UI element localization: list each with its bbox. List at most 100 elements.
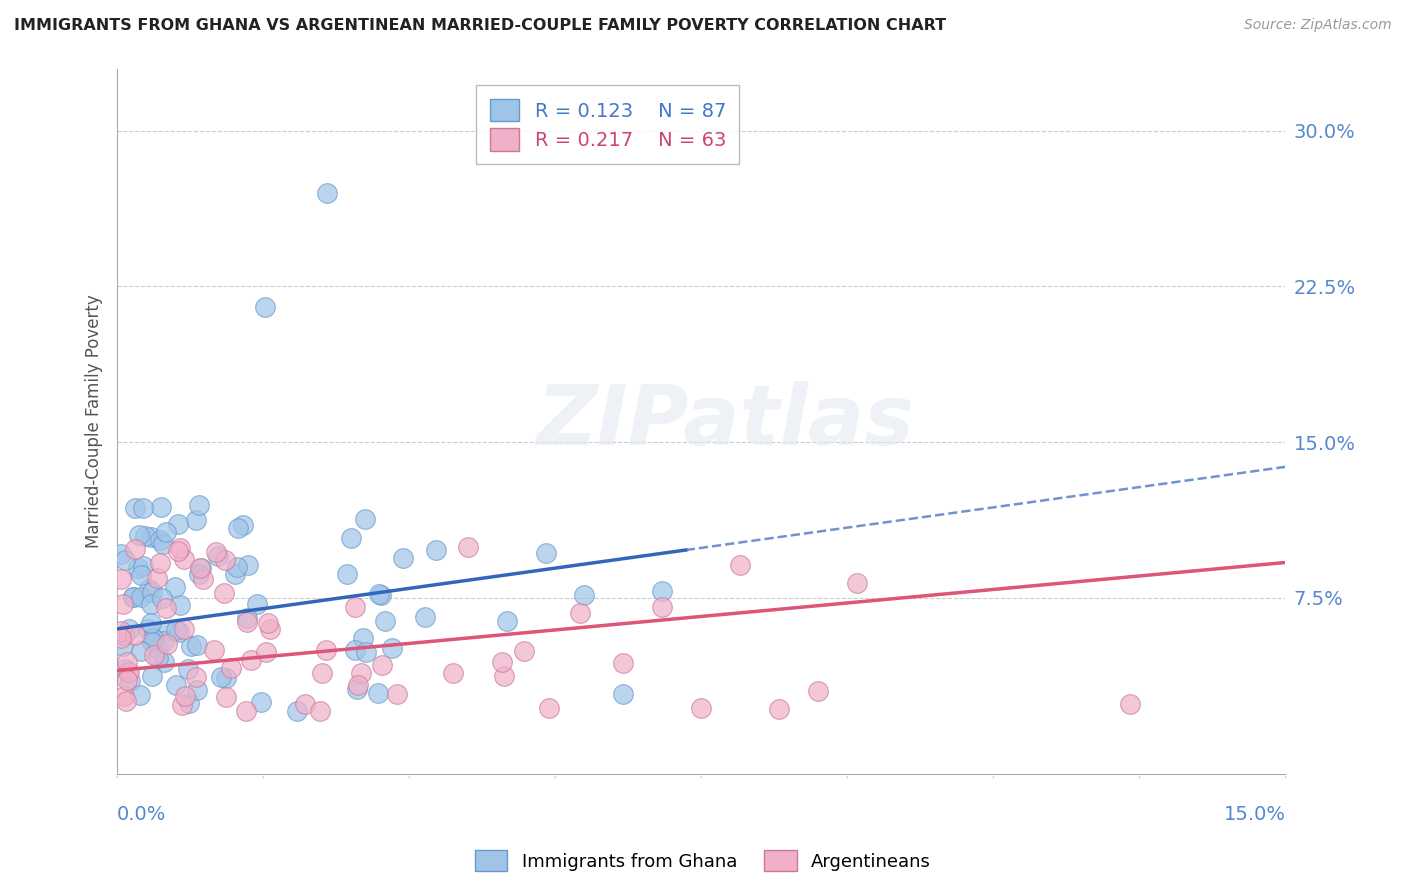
- Point: [574, 587, 596, 601]
- Point: [117, 665, 139, 679]
- Point: [367, 685, 389, 699]
- Point: [177, 663, 200, 677]
- Point: [170, 698, 193, 712]
- Point: [381, 641, 404, 656]
- Point: [346, 678, 368, 692]
- Point: [215, 690, 238, 704]
- Point: [311, 665, 333, 680]
- Point: [111, 597, 134, 611]
- Point: [207, 549, 229, 563]
- Point: [690, 700, 713, 714]
- Point: [110, 547, 132, 561]
- Point: [188, 561, 211, 575]
- Point: [122, 590, 145, 604]
- Point: [138, 582, 160, 596]
- Point: [169, 599, 191, 613]
- Point: [612, 657, 634, 671]
- Point: [186, 638, 208, 652]
- Point: [114, 662, 136, 676]
- Point: [156, 637, 179, 651]
- Point: [141, 584, 163, 599]
- Point: [344, 599, 367, 614]
- Point: [350, 666, 373, 681]
- Point: [139, 615, 162, 630]
- Point: [371, 658, 394, 673]
- Point: [491, 655, 513, 669]
- Point: [354, 512, 377, 526]
- Point: [141, 634, 163, 648]
- Point: [495, 614, 517, 628]
- Point: [188, 566, 211, 581]
- Point: [309, 704, 332, 718]
- Point: [228, 521, 250, 535]
- Point: [413, 610, 436, 624]
- Point: [846, 575, 869, 590]
- Point: [131, 567, 153, 582]
- Point: [142, 632, 165, 646]
- Point: [155, 525, 177, 540]
- Point: [285, 704, 308, 718]
- Point: [651, 599, 673, 614]
- Text: 15.0%: 15.0%: [1223, 805, 1285, 824]
- Point: [155, 601, 177, 615]
- Point: [352, 631, 374, 645]
- Point: [141, 669, 163, 683]
- Point: [136, 622, 159, 636]
- Point: [214, 552, 236, 566]
- Point: [202, 642, 225, 657]
- Point: [117, 673, 139, 688]
- Point: [146, 641, 169, 656]
- Point: [425, 542, 447, 557]
- Point: [728, 558, 751, 572]
- Point: [114, 553, 136, 567]
- Point: [143, 648, 166, 662]
- Point: [169, 541, 191, 555]
- Point: [173, 552, 195, 566]
- Point: [537, 700, 560, 714]
- Point: [236, 611, 259, 625]
- Point: [254, 645, 277, 659]
- Point: [122, 590, 145, 604]
- Point: [186, 682, 208, 697]
- Point: [112, 628, 135, 642]
- Point: [139, 597, 162, 611]
- Point: [156, 624, 179, 639]
- Legend: R = 0.123    N = 87, R = 0.217    N = 63: R = 0.123 N = 87, R = 0.217 N = 63: [477, 86, 740, 164]
- Point: [167, 544, 190, 558]
- Point: [118, 622, 141, 636]
- Text: ZIPatlas: ZIPatlas: [536, 381, 914, 462]
- Point: [165, 678, 187, 692]
- Point: [250, 695, 273, 709]
- Point: [124, 628, 146, 642]
- Point: [169, 625, 191, 640]
- Point: [768, 702, 790, 716]
- Point: [132, 500, 155, 515]
- Point: [224, 566, 246, 581]
- Point: [336, 566, 359, 581]
- Point: [174, 689, 197, 703]
- Point: [142, 631, 165, 645]
- Point: [165, 623, 187, 637]
- Point: [112, 689, 135, 703]
- Point: [117, 655, 139, 669]
- Point: [215, 672, 238, 686]
- Point: [368, 587, 391, 601]
- Point: [110, 624, 132, 639]
- Point: [236, 615, 259, 630]
- Point: [186, 513, 208, 527]
- Text: IMMIGRANTS FROM GHANA VS ARGENTINEAN MARRIED-COUPLE FAMILY POVERTY CORRELATION C: IMMIGRANTS FROM GHANA VS ARGENTINEAN MAR…: [14, 18, 946, 33]
- Point: [132, 558, 155, 573]
- Point: [152, 537, 174, 551]
- Point: [651, 584, 673, 599]
- Point: [128, 689, 150, 703]
- Point: [149, 557, 172, 571]
- Point: [370, 588, 392, 602]
- Point: [246, 597, 269, 611]
- Point: [340, 531, 363, 545]
- Point: [173, 622, 195, 636]
- Point: [127, 561, 149, 575]
- Point: [141, 530, 163, 544]
- Point: [534, 546, 557, 560]
- Point: [110, 572, 132, 586]
- Point: [316, 186, 339, 200]
